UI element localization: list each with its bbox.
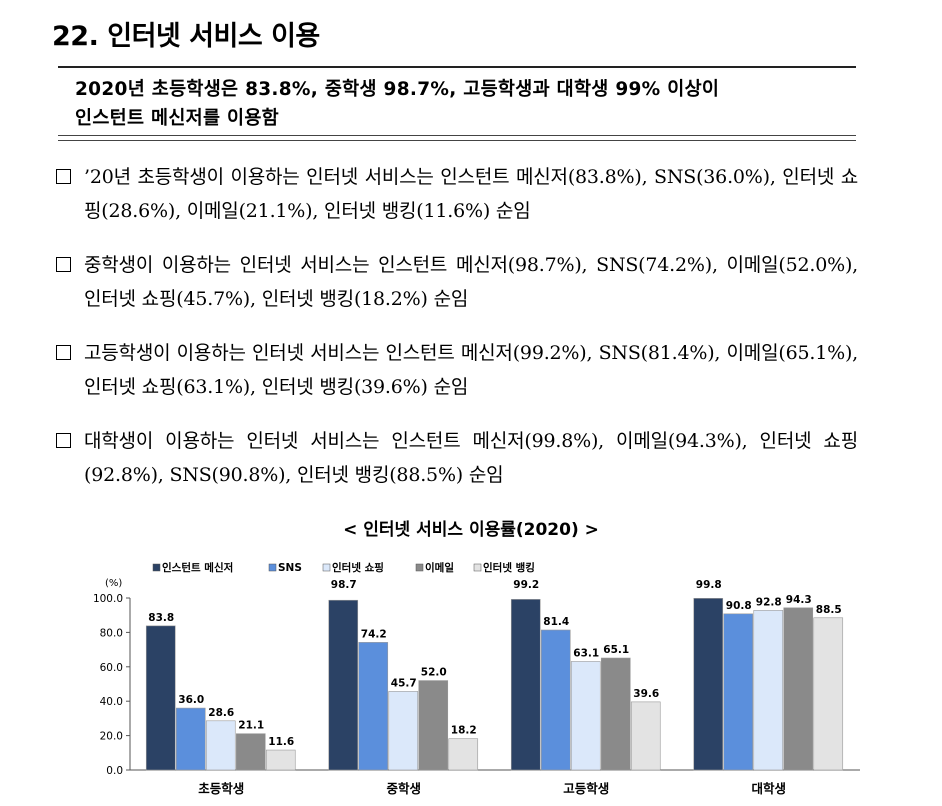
bullet-text: 대학생이 이용하는 인터넷 서비스는 인스턴트 메신저(99.8%), 이메일(… bbox=[84, 430, 858, 486]
data-label: 88.5 bbox=[816, 604, 842, 616]
bar bbox=[388, 691, 419, 771]
summary-box: 2020년 초등학생은 83.8%, 중학생 98.7%, 고등학생과 대학생 … bbox=[58, 66, 856, 141]
bar bbox=[358, 642, 389, 771]
data-label: 36.0 bbox=[178, 694, 204, 706]
data-label: 28.6 bbox=[208, 707, 234, 719]
bullet-item: 고등학생이 이용하는 인터넷 서비스는 인스턴트 메신저(99.2%), SNS… bbox=[54, 336, 858, 404]
bar bbox=[630, 701, 661, 771]
legend-label: 인터넷 뱅킹 bbox=[483, 561, 535, 574]
bar bbox=[723, 613, 754, 771]
data-label: 90.8 bbox=[726, 600, 752, 612]
chart-title: < 인터넷 서비스 이용률(2020) > bbox=[343, 520, 599, 540]
bar bbox=[783, 607, 814, 771]
data-label: 52.0 bbox=[421, 667, 447, 679]
bar bbox=[600, 657, 631, 771]
bullet-list: ’20년 초등학생이 이용하는 인터넷 서비스는 인스턴트 메신저(83.8%)… bbox=[54, 160, 858, 512]
data-label: 92.8 bbox=[756, 596, 782, 608]
summary-divider bbox=[58, 135, 856, 141]
x-category-label: 중학생 bbox=[386, 781, 421, 796]
y-tick-label: 0.0 bbox=[106, 765, 123, 777]
legend-label: 이메일 bbox=[425, 561, 454, 574]
x-category-label: 초등학생 bbox=[198, 781, 244, 796]
bar bbox=[813, 617, 844, 771]
data-label: 11.6 bbox=[268, 736, 294, 748]
page-heading: 22. 인터넷 서비스 이용 bbox=[52, 21, 320, 52]
y-tick-label: 80.0 bbox=[100, 627, 123, 639]
legend-swatch bbox=[152, 563, 161, 572]
bar bbox=[175, 707, 206, 771]
legend-label: SNS bbox=[278, 562, 302, 574]
data-label: 63.1 bbox=[573, 647, 599, 659]
summary-text: 2020년 초등학생은 83.8%, 중학생 98.7%, 고등학생과 대학생 … bbox=[58, 68, 856, 135]
legend-swatch bbox=[268, 563, 277, 572]
bar bbox=[448, 738, 479, 771]
bullet-text: ’20년 초등학생이 이용하는 인터넷 서비스는 인스턴트 메신저(83.8%)… bbox=[84, 166, 858, 222]
summary-line-1: 2020년 초등학생은 83.8%, 중학생 98.7%, 고등학생과 대학생 … bbox=[75, 79, 720, 100]
y-axis-unit: (%) bbox=[105, 578, 122, 589]
legend-swatch bbox=[473, 563, 482, 572]
bar bbox=[693, 598, 724, 771]
checkbox-icon bbox=[56, 433, 71, 448]
legend-label: 인스턴트 메신저 bbox=[162, 561, 233, 574]
bullet-item: 중학생이 이용하는 인터넷 서비스는 인스턴트 메신저(98.7%), SNS(… bbox=[54, 248, 858, 316]
x-category-label: 대학생 bbox=[751, 781, 786, 796]
bar bbox=[205, 720, 236, 771]
data-label: 18.2 bbox=[451, 725, 477, 737]
data-label: 83.8 bbox=[148, 612, 174, 624]
bullet-item: 대학생이 이용하는 인터넷 서비스는 인스턴트 메신저(99.8%), 이메일(… bbox=[54, 424, 858, 492]
bar bbox=[753, 610, 784, 771]
data-label: 65.1 bbox=[603, 644, 629, 656]
y-tick-label: 60.0 bbox=[100, 662, 123, 674]
bar-chart: 인스턴트 메신저 SNS 인터넷 쇼핑 이메일 인터넷 뱅킹 (%) 0.0 20.0 40.0… bbox=[93, 561, 860, 796]
bar bbox=[570, 661, 601, 771]
bar bbox=[328, 599, 359, 771]
data-label: 99.2 bbox=[513, 579, 539, 591]
bar bbox=[265, 749, 296, 771]
data-label: 99.8 bbox=[696, 579, 722, 591]
bar bbox=[510, 599, 541, 771]
summary-line-2: 인스턴트 메신저를 이용함 bbox=[75, 108, 280, 129]
checkbox-icon bbox=[56, 345, 71, 360]
bullet-text: 고등학생이 이용하는 인터넷 서비스는 인스턴트 메신저(99.2%), SNS… bbox=[84, 342, 858, 398]
legend-swatch bbox=[322, 563, 331, 572]
checkbox-icon bbox=[56, 257, 71, 272]
data-label: 39.6 bbox=[633, 688, 659, 700]
legend-label: 인터넷 쇼핑 bbox=[332, 561, 384, 574]
data-label: 21.1 bbox=[238, 720, 264, 732]
bar bbox=[418, 680, 449, 771]
bullet-text: 중학생이 이용하는 인터넷 서비스는 인스턴트 메신저(98.7%), SNS(… bbox=[84, 254, 858, 310]
data-label: 94.3 bbox=[786, 594, 812, 606]
data-label: 98.7 bbox=[331, 579, 357, 591]
bullet-item: ’20년 초등학생이 이용하는 인터넷 서비스는 인스턴트 메신저(83.8%)… bbox=[54, 160, 858, 228]
y-tick-label: 20.0 bbox=[100, 731, 123, 743]
y-tick-label: 40.0 bbox=[100, 696, 123, 708]
checkbox-icon bbox=[56, 169, 71, 184]
bar bbox=[540, 629, 571, 771]
data-label: 74.2 bbox=[361, 628, 387, 640]
x-category-label: 고등학생 bbox=[563, 781, 609, 796]
data-label: 45.7 bbox=[391, 677, 417, 689]
bar bbox=[145, 625, 176, 771]
bar bbox=[235, 733, 266, 771]
y-tick-label: 100.0 bbox=[93, 593, 123, 605]
legend-swatch bbox=[415, 563, 424, 572]
data-label: 81.4 bbox=[543, 616, 569, 628]
